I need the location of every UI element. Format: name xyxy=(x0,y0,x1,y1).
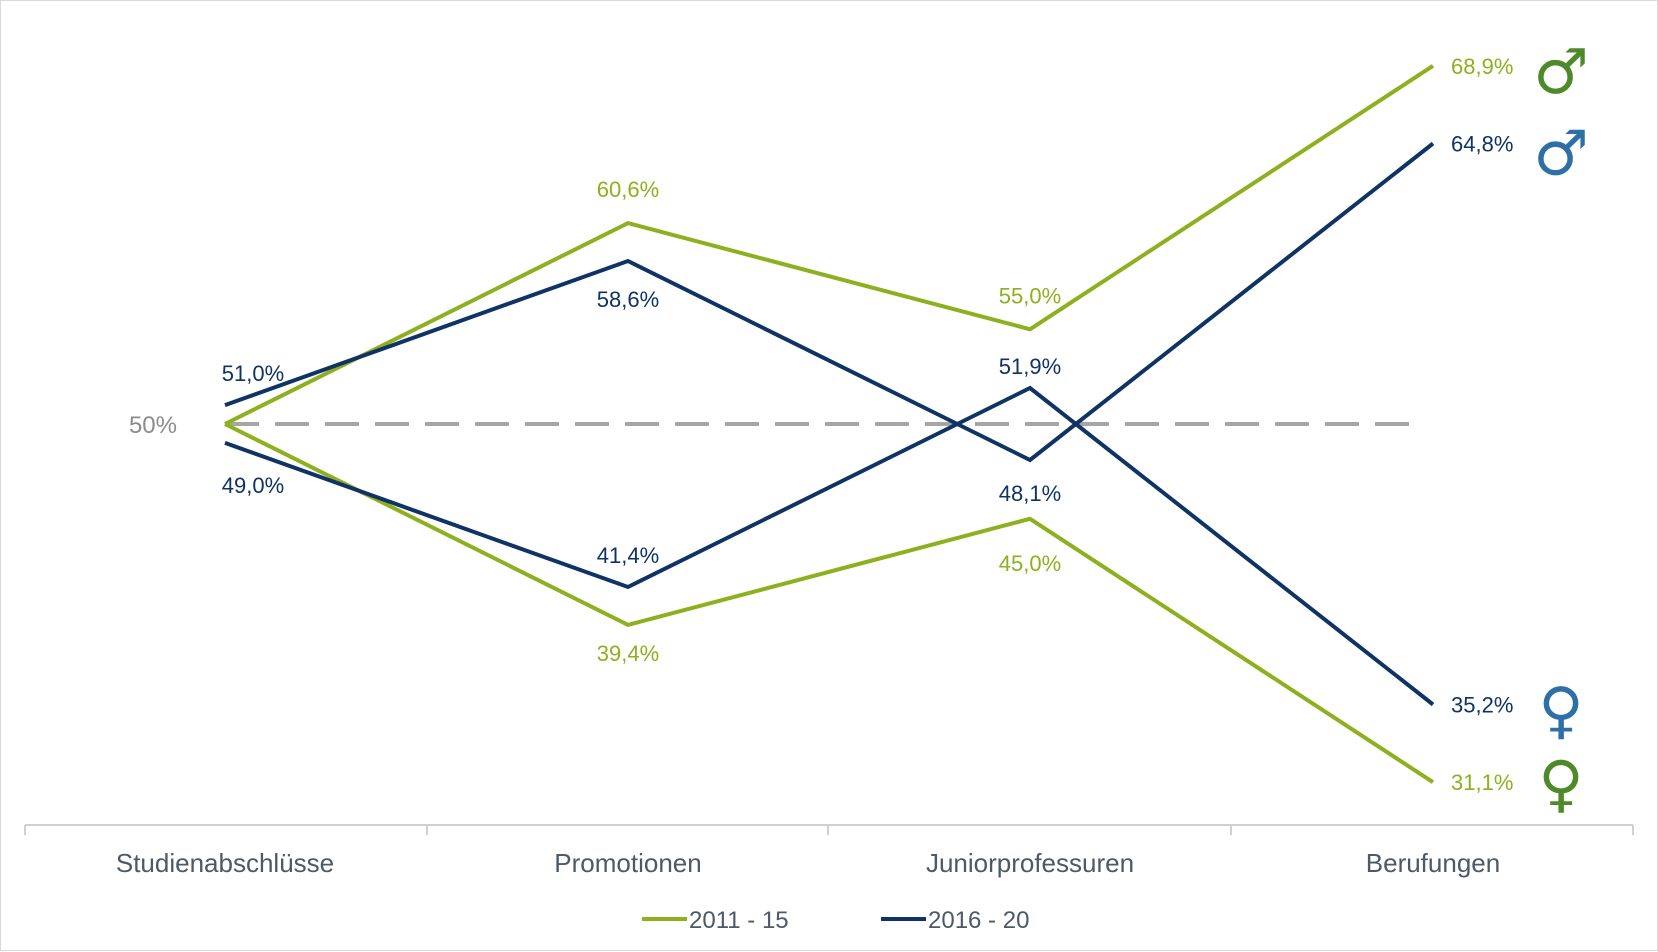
category-label: Studienabschlüsse xyxy=(116,848,334,878)
data-label: 35,2% xyxy=(1451,692,1513,717)
series-line-2011-15-women xyxy=(224,422,1435,784)
category-label: Juniorprofessuren xyxy=(926,848,1134,878)
data-label: 68,9% xyxy=(1451,54,1513,79)
legend-label-2011-15: 2011 - 15 xyxy=(689,907,789,934)
data-label: 31,1% xyxy=(1451,770,1513,795)
male-symbol-icon: ♂ xyxy=(1533,35,1589,108)
data-label: 64,8% xyxy=(1451,132,1513,157)
data-label: 49,0% xyxy=(222,473,284,498)
data-label: 39,4% xyxy=(597,641,659,666)
male-symbol-icon: ♂ xyxy=(1533,117,1589,190)
data-label: 45,0% xyxy=(999,551,1061,576)
series-line-2016-20-women xyxy=(224,385,1435,707)
female-symbol-icon: ♀ xyxy=(1538,747,1583,820)
category-label: Berufungen xyxy=(1366,848,1500,878)
category-label: Promotionen xyxy=(554,848,701,878)
data-label: 41,4% xyxy=(597,543,659,568)
data-label: 48,1% xyxy=(999,481,1061,506)
series-line-2016-20-men xyxy=(224,141,1435,463)
data-label: 60,6% xyxy=(597,177,659,202)
reference-label: 50% xyxy=(129,412,177,439)
data-label: 51,0% xyxy=(222,361,284,386)
data-label: 58,6% xyxy=(597,287,659,312)
female-symbol-icon: ♀ xyxy=(1538,674,1583,747)
data-label: 51,9% xyxy=(999,354,1061,379)
data-label: 55,0% xyxy=(999,283,1061,308)
legend-label-2016-20: 2016 - 20 xyxy=(928,907,1029,934)
series-line-2011-15-men xyxy=(224,64,1435,426)
